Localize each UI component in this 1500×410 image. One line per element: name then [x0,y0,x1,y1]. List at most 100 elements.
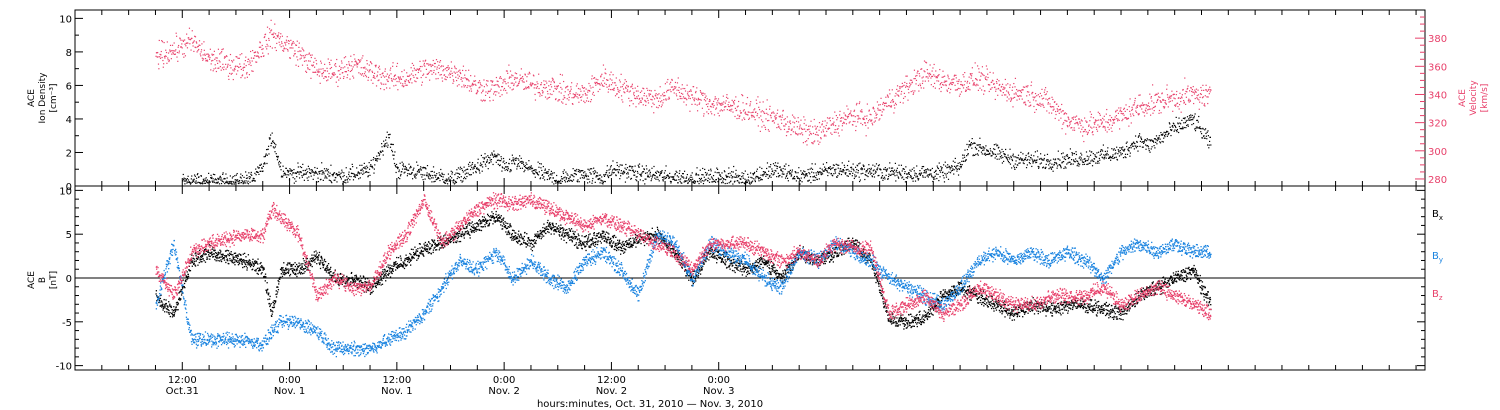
data-point [501,94,503,96]
data-point [501,170,503,172]
data-point [942,70,944,72]
data-point [979,79,982,81]
data-point [262,165,264,168]
data-point [1067,116,1069,118]
data-point [880,177,882,179]
data-point [471,163,473,166]
data-point [580,170,582,172]
data-point [670,86,673,88]
data-point [797,177,799,179]
data-point [586,178,588,180]
data-point [247,183,250,185]
velocity-y-tick-label: 340 [1428,90,1447,101]
data-point [516,168,518,170]
data-point [627,171,629,174]
data-point [195,41,197,43]
data-point [1053,164,1055,166]
data-point [654,175,656,177]
data-point [466,175,468,178]
data-point [862,118,864,121]
data-point [810,120,812,122]
data-point [1006,100,1008,102]
data-point [474,164,476,166]
data-point [1054,117,1056,120]
data-point [351,68,353,70]
data-point [622,101,624,103]
data-point [967,88,969,90]
data-point [258,173,260,175]
data-point [779,166,781,168]
data-point [836,128,838,131]
data-point [1075,158,1077,160]
data-point [389,87,391,89]
data-point [644,100,646,102]
data-point [892,171,894,173]
data-point [360,59,362,61]
data-point [1027,85,1029,87]
data-point [771,112,773,114]
data-point [259,170,261,172]
data-point [619,164,621,166]
data-point [251,60,253,62]
data-point [486,92,489,94]
data-point [869,171,871,173]
data-point [531,82,533,84]
data-point [597,90,599,93]
data-point [1072,152,1074,155]
data-point [273,147,275,149]
data-point [682,96,685,98]
data-point [794,131,796,133]
data-point [522,161,524,163]
data-point [1147,139,1149,141]
data-point [629,165,631,167]
data-point [861,169,863,171]
data-point [162,66,164,68]
data-point [449,180,451,182]
data-point [514,163,516,165]
data-point [665,165,667,167]
data-point [474,83,476,85]
data-point [553,183,555,185]
data-point [1068,161,1070,163]
data-point [504,81,506,83]
data-point [737,176,740,178]
data-point [292,176,294,179]
data-point [823,126,825,128]
data-point [753,178,755,180]
data-point [902,176,904,178]
data-point [923,172,925,174]
data-point [541,174,544,176]
data-point [515,81,517,83]
data-point [1012,106,1014,108]
data-point [230,182,232,184]
data-point [1186,119,1188,121]
data-point [790,175,792,177]
data-point [523,171,525,173]
data-point [412,70,414,72]
data-point [229,64,231,67]
data-point [556,85,558,87]
data-point [765,173,767,175]
data-point [182,180,184,182]
data-point [862,164,864,166]
data-point [315,59,317,62]
data-point [898,86,901,88]
data-point [408,173,410,175]
data-point [560,179,562,181]
data-point [817,140,819,142]
data-point [639,101,641,103]
data-point [504,169,506,171]
data-point [405,167,407,169]
data-point [959,163,962,166]
data-point [975,78,977,80]
data-point [526,76,528,78]
data-point [173,50,175,52]
data-point [603,175,606,178]
data-point [343,172,345,174]
data-point [1128,147,1130,149]
data-point [952,168,954,170]
data-point [376,74,378,76]
data-point [1128,150,1130,152]
data-point [624,167,626,169]
data-point [231,61,234,63]
